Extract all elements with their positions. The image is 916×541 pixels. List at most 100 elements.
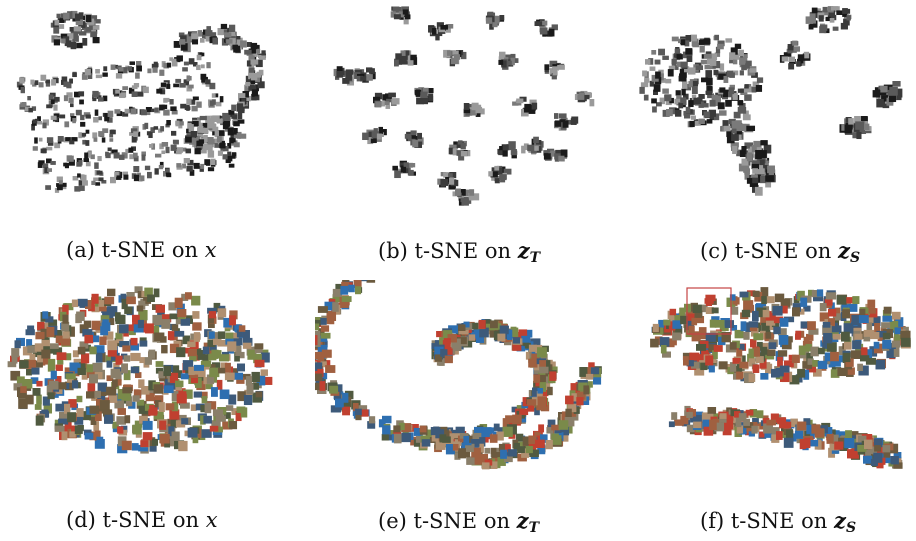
thumb-d — [153, 325, 160, 335]
thumb-c — [765, 179, 772, 188]
thumb-e — [444, 342, 451, 350]
thumb-e — [468, 334, 476, 341]
thumb-c — [760, 176, 767, 184]
thumb-c — [715, 92, 723, 98]
thumb-f — [697, 354, 704, 361]
thumb-d — [64, 353, 72, 361]
thumb-f — [822, 321, 831, 328]
thumb-d — [113, 363, 120, 370]
thumb-e — [470, 439, 480, 447]
thumb-f — [674, 314, 685, 323]
thumb-f — [874, 445, 881, 452]
thumb-e — [317, 306, 328, 313]
thumb-f — [674, 419, 684, 426]
thumb-e — [545, 440, 553, 450]
thumb-d — [171, 391, 179, 402]
thumb-c — [725, 38, 733, 43]
thumb-c — [675, 109, 682, 117]
thumb-f — [765, 311, 775, 321]
caption-a-var: x — [204, 238, 217, 262]
thumb-c — [645, 59, 651, 65]
thumb-b — [499, 146, 504, 151]
thumb-a — [136, 61, 142, 67]
thumb-c — [656, 102, 662, 107]
thumb-a — [86, 15, 92, 23]
caption-e-method: t-SNE on — [413, 509, 510, 533]
thumb-c — [760, 140, 768, 146]
thumb-e — [318, 328, 325, 337]
thumb-a — [199, 166, 204, 172]
thumb-a — [82, 139, 87, 145]
thumb-e — [546, 427, 554, 434]
thumb-f — [799, 435, 805, 443]
thumb-f — [689, 352, 700, 363]
thumb-d — [228, 394, 237, 405]
thumb-d — [72, 350, 79, 358]
caption-c-method: t-SNE on — [734, 239, 832, 263]
thumb-b — [571, 116, 579, 124]
thumb-a — [60, 182, 67, 187]
thumb-d — [22, 379, 33, 389]
thumb-c — [827, 10, 836, 18]
thumb-e — [340, 301, 349, 308]
thumb-e — [353, 280, 362, 288]
thumb-a — [209, 100, 214, 106]
thumb-c — [701, 103, 709, 108]
thumb-d — [212, 362, 221, 369]
thumb-d — [65, 373, 76, 380]
thumb-a — [154, 63, 159, 68]
thumb-f — [660, 345, 667, 354]
thumb-e — [558, 420, 569, 430]
thumb-e — [530, 338, 541, 348]
thumb-e — [315, 373, 323, 381]
thumb-d — [68, 399, 77, 408]
thumb-d — [234, 351, 240, 362]
thumb-e — [542, 388, 549, 397]
thumb-d — [247, 349, 255, 360]
thumb-f — [819, 312, 830, 322]
thumb-d — [134, 286, 143, 294]
thumb-a — [79, 99, 84, 105]
thumb-f — [774, 293, 785, 303]
thumb-f — [779, 318, 789, 327]
thumb-f — [652, 323, 659, 333]
thumb-f — [893, 346, 900, 357]
thumb-b — [394, 170, 401, 179]
thumb-b — [401, 57, 409, 65]
thumb-a — [105, 152, 111, 159]
thumb-b — [443, 172, 451, 178]
thumb-c — [732, 59, 738, 65]
thumb-a — [231, 128, 238, 135]
thumb-c — [706, 77, 713, 86]
thumb-c — [723, 125, 731, 132]
thumb-c — [723, 75, 729, 83]
thumb-d — [229, 310, 238, 320]
thumb-f — [832, 434, 839, 445]
thumb-a — [237, 119, 245, 124]
thumb-e — [517, 446, 525, 454]
thumb-d — [77, 346, 86, 355]
thumb-c — [852, 132, 858, 139]
thumb-d — [115, 314, 126, 325]
thumb-d — [185, 292, 192, 300]
thumb-d — [176, 347, 186, 358]
thumb-a — [53, 104, 58, 111]
thumb-a — [28, 107, 33, 113]
thumb-e — [521, 335, 531, 343]
thumb-a — [122, 86, 129, 90]
thumb-a — [179, 83, 186, 88]
thumb-c — [713, 98, 721, 107]
thumb-a — [183, 61, 189, 66]
thumb-a — [58, 180, 63, 185]
thumb-f — [792, 307, 800, 317]
thumb-f — [813, 368, 822, 377]
thumb-d — [180, 402, 190, 409]
thumb-e — [320, 361, 327, 368]
thumb-a — [219, 142, 226, 149]
tsne-panel-c — [630, 0, 916, 215]
thumb-a — [102, 95, 108, 102]
thumb-c — [708, 109, 717, 117]
thumb-d — [119, 324, 129, 334]
thumb-d — [169, 436, 175, 447]
thumb-a — [242, 91, 249, 98]
